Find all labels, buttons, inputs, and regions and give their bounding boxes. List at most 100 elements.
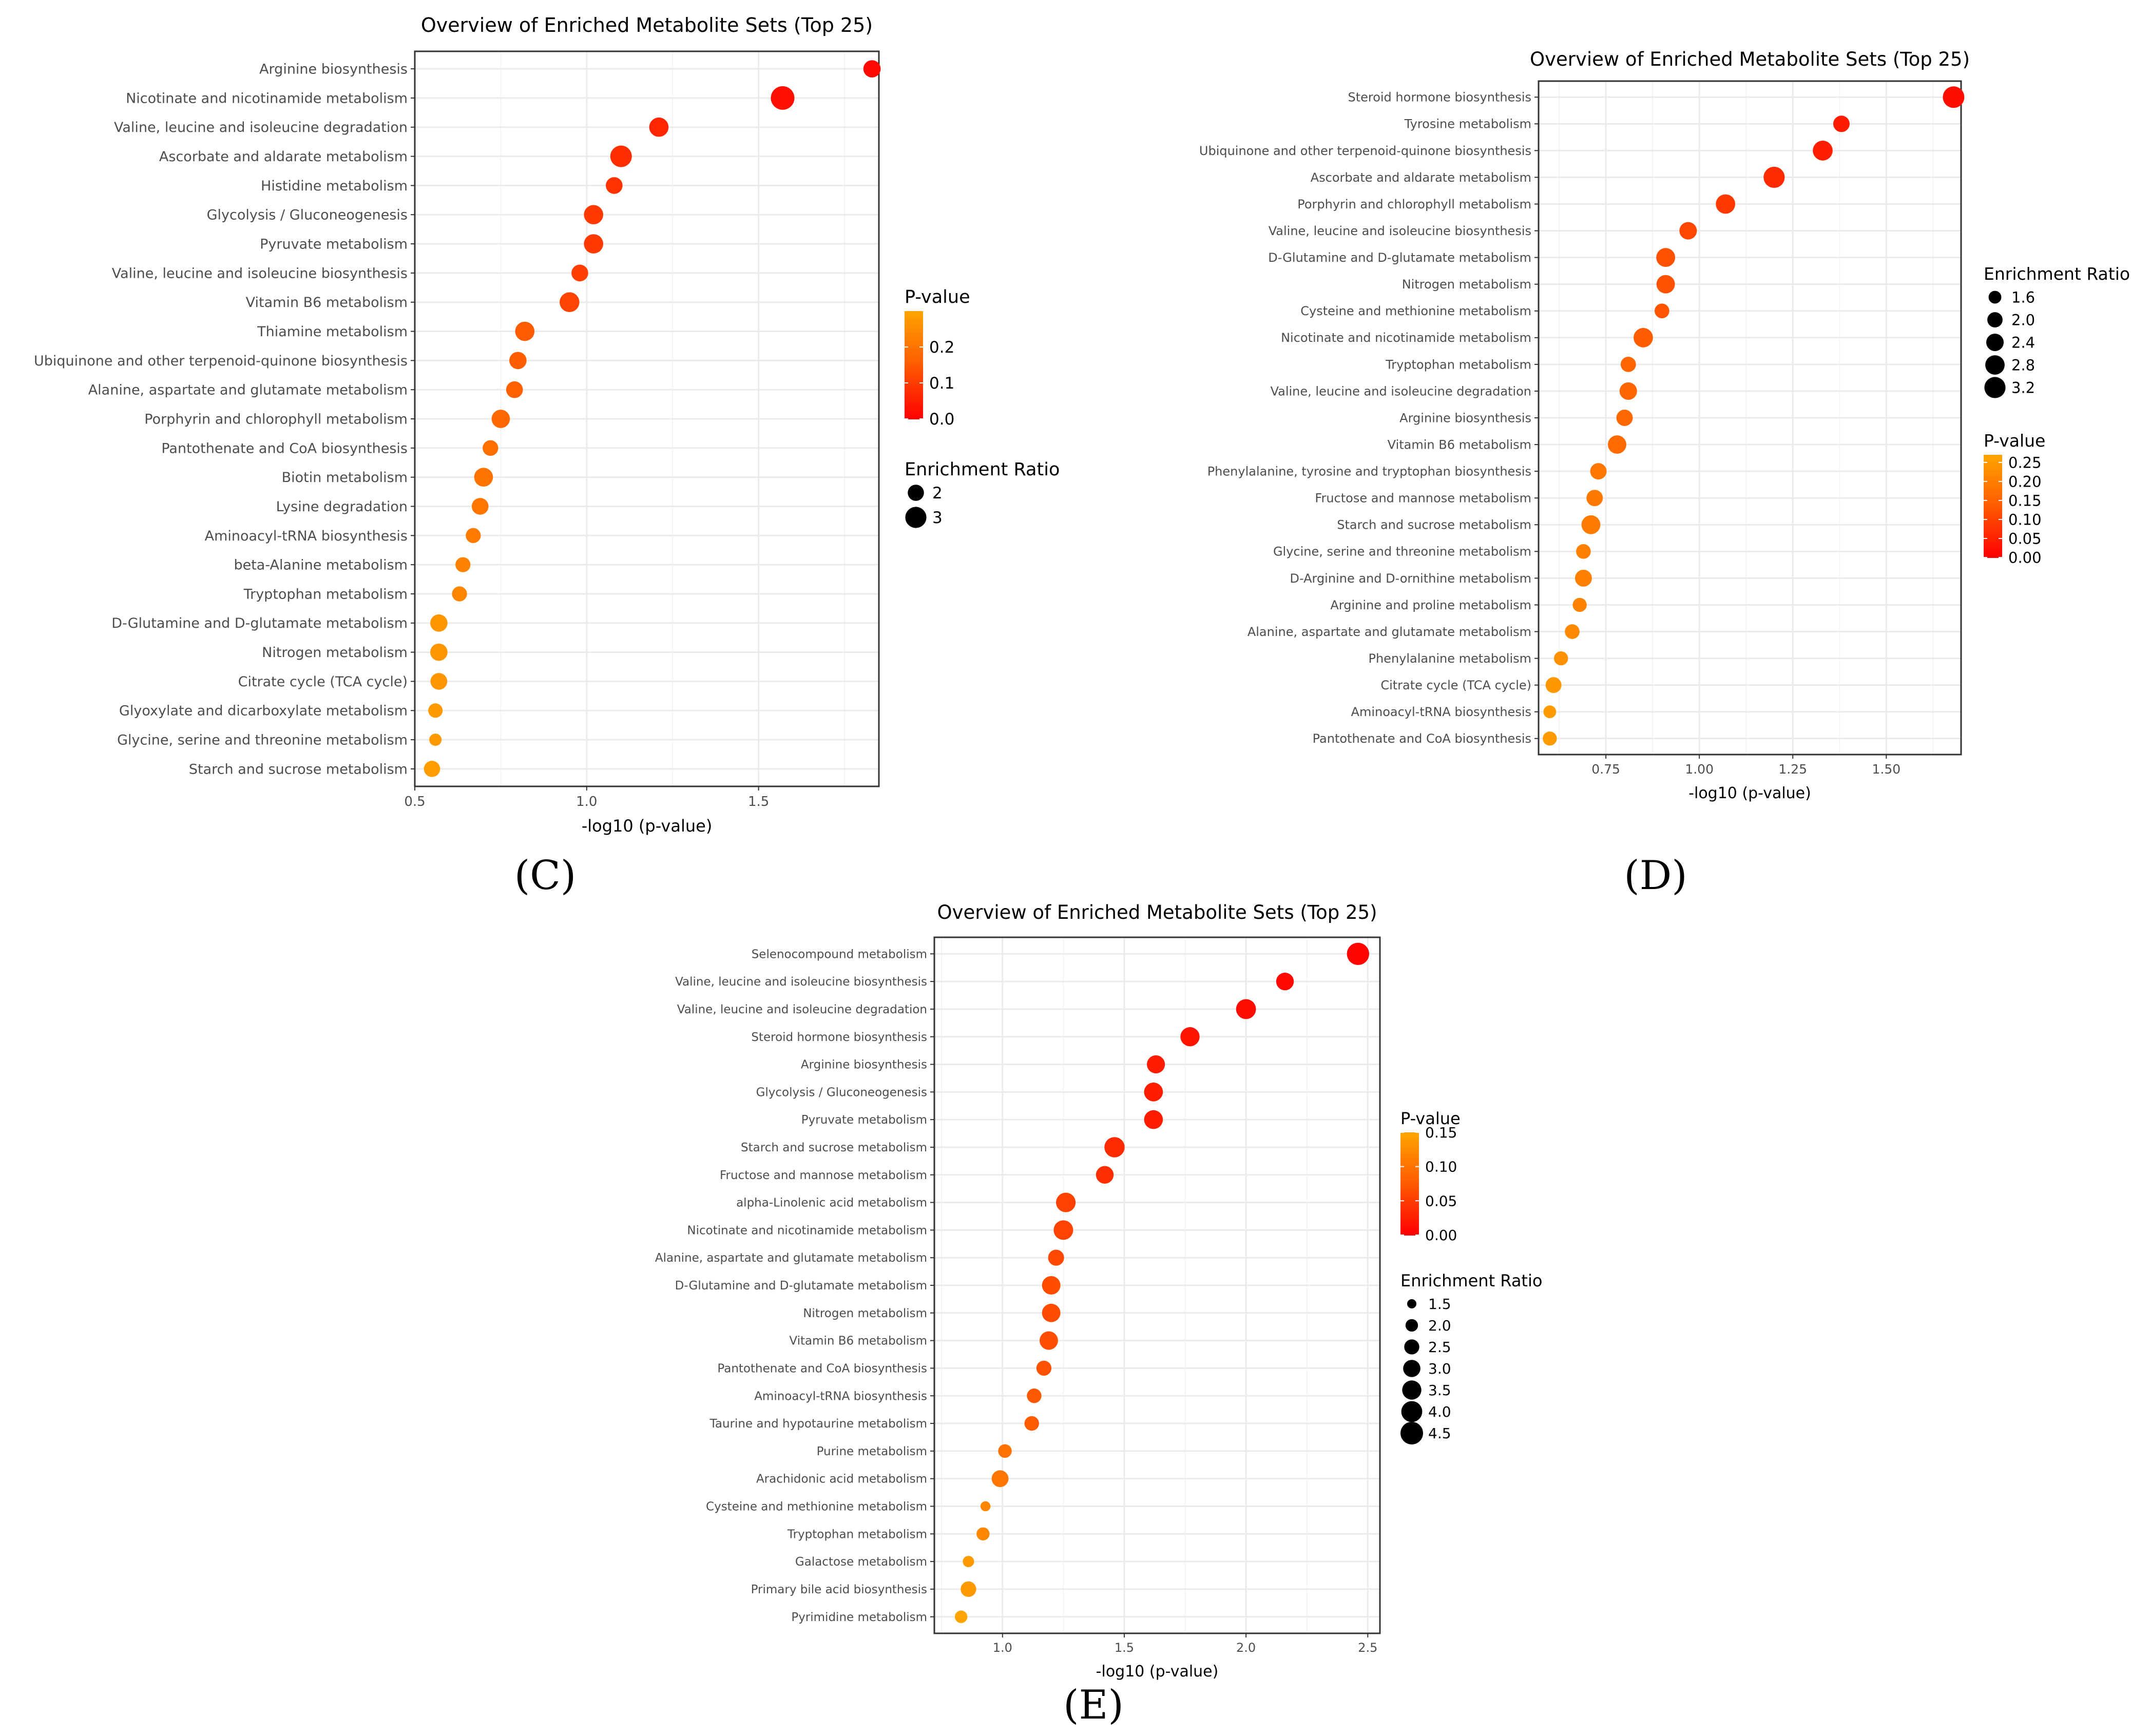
colorbar-segment bbox=[1984, 514, 2002, 517]
y-tick-label: Ubiquinone and other terpenoid-quinone b… bbox=[34, 353, 408, 369]
data-point bbox=[1144, 1110, 1163, 1129]
colorbar-label: 0.05 bbox=[2008, 530, 2042, 547]
colorbar-segment bbox=[1400, 1181, 1419, 1184]
data-point bbox=[1024, 1416, 1039, 1431]
colorbar-segment bbox=[1400, 1227, 1419, 1230]
colorbar-segment bbox=[1984, 468, 2002, 471]
colorbar-segment bbox=[1400, 1150, 1419, 1153]
x-tick-label: 0.75 bbox=[1591, 762, 1620, 777]
colorbar-segment bbox=[1400, 1163, 1419, 1166]
data-point bbox=[1943, 86, 1965, 108]
colorbar-segment bbox=[1400, 1194, 1419, 1197]
size-legend-label: 3 bbox=[932, 509, 943, 527]
data-point bbox=[1543, 731, 1557, 746]
data-point bbox=[1276, 972, 1294, 991]
y-tick-label: Vitamin B6 metabolism bbox=[1388, 437, 1531, 452]
colorbar-segment bbox=[1400, 1168, 1419, 1171]
y-tick-label: Tyrosine metabolism bbox=[1404, 117, 1531, 131]
colorbar-segment bbox=[905, 314, 923, 317]
colorbar-segment bbox=[1400, 1166, 1419, 1169]
y-tick-label: Nicotinate and nicotinamide metabolism bbox=[687, 1224, 927, 1237]
data-point bbox=[980, 1501, 991, 1512]
y-tick-label: Vitamin B6 metabolism bbox=[789, 1335, 927, 1348]
size-legend-title: Enrichment Ratio bbox=[905, 459, 1060, 480]
data-point bbox=[1565, 624, 1580, 639]
y-tick-label: Nicotinate and nicotinamide metabolism bbox=[126, 90, 408, 106]
size-legend-label: 2.0 bbox=[2011, 311, 2035, 329]
colorbar-segment bbox=[905, 383, 923, 387]
y-tick-label: Selenocompound metabolism bbox=[752, 948, 927, 961]
data-point bbox=[1616, 410, 1633, 426]
y-tick-label: Phenylalanine metabolism bbox=[1369, 651, 1532, 666]
colorbar-segment bbox=[1984, 555, 2002, 558]
colorbar-segment bbox=[1984, 462, 2002, 466]
colorbar-segment bbox=[1984, 516, 2002, 519]
size-legend-label: 2.5 bbox=[1428, 1339, 1451, 1356]
y-tick-label: Porphyrin and chlorophyll metabolism bbox=[144, 411, 408, 427]
y-tick-label: Porphyrin and chlorophyll metabolism bbox=[1297, 197, 1531, 211]
y-tick-label: Arginine and proline metabolism bbox=[1330, 598, 1531, 612]
data-point bbox=[606, 177, 623, 194]
colorbar-label: 0.00 bbox=[1425, 1227, 1457, 1244]
y-tick-label: Vitamin B6 metabolism bbox=[246, 295, 408, 311]
colorbar-segment bbox=[1984, 522, 2002, 525]
colorbar-segment bbox=[1984, 524, 2002, 527]
data-point bbox=[506, 381, 523, 398]
y-tick-label: Valine, leucine and isoleucine degradati… bbox=[114, 120, 408, 136]
colorbar-segment bbox=[905, 370, 923, 374]
colorbar-segment bbox=[1984, 511, 2002, 514]
size-legend-circle bbox=[1400, 1422, 1423, 1444]
y-tick-label: Pyruvate metabolism bbox=[260, 236, 408, 252]
data-point bbox=[1104, 1137, 1125, 1158]
data-point bbox=[1833, 115, 1850, 132]
colorbar-segment bbox=[1400, 1232, 1419, 1236]
y-tick-label: Primary bile acid biosynthesis bbox=[751, 1583, 927, 1596]
y-tick-label: D-Glutamine and D-glutamate metabolism bbox=[1268, 250, 1531, 265]
colorbar-segment bbox=[1400, 1158, 1419, 1161]
data-point bbox=[1042, 1303, 1061, 1322]
colorbar-segment bbox=[905, 376, 923, 379]
y-tick-label: Biotin metabolism bbox=[282, 470, 408, 486]
colorbar-segment bbox=[1984, 496, 2002, 499]
y-tick-label: Pyrimidine metabolism bbox=[791, 1611, 927, 1624]
y-tick-label: Lysine degradation bbox=[276, 499, 408, 515]
panel-letter: (C) bbox=[514, 853, 577, 899]
data-point bbox=[1347, 942, 1370, 965]
colorbar-segment bbox=[1984, 483, 2002, 486]
data-point bbox=[1553, 651, 1568, 666]
colorbar-segment bbox=[1984, 478, 2002, 481]
size-legend-label: 2.8 bbox=[2011, 356, 2035, 374]
data-point bbox=[610, 145, 632, 167]
data-point bbox=[1027, 1388, 1042, 1403]
colorbar-segment bbox=[1400, 1137, 1419, 1141]
x-tick-label: 1.50 bbox=[1872, 762, 1901, 777]
y-tick-label: Ascorbate and aldarate metabolism bbox=[159, 149, 408, 165]
colorbar-segment bbox=[1400, 1204, 1419, 1207]
colorbar-segment bbox=[905, 354, 923, 358]
colorbar-segment bbox=[905, 335, 923, 339]
data-point bbox=[509, 352, 527, 370]
size-legend-label: 3.0 bbox=[1428, 1360, 1451, 1377]
data-point bbox=[998, 1444, 1012, 1458]
data-point bbox=[584, 205, 604, 225]
colorbar-segment bbox=[1984, 470, 2002, 473]
data-point bbox=[955, 1610, 968, 1623]
data-point bbox=[1039, 1331, 1058, 1350]
y-tick-label: Steroid hormone biosynthesis bbox=[751, 1031, 927, 1044]
y-tick-label: D-Glutamine and D-glutamate metabolism bbox=[675, 1279, 927, 1293]
x-tick-label: 2.5 bbox=[1358, 1641, 1377, 1655]
data-point bbox=[1545, 677, 1562, 693]
y-tick-label: Valine, leucine and isoleucine degradati… bbox=[1271, 384, 1531, 398]
colorbar-segment bbox=[1984, 542, 2002, 545]
y-tick-label: Glycolysis / Gluconeogenesis bbox=[756, 1086, 927, 1099]
colorbar-label: 0.15 bbox=[2008, 492, 2042, 509]
size-legend-circle bbox=[1988, 291, 2002, 304]
colorbar-segment bbox=[1984, 498, 2002, 501]
colorbar-segment bbox=[1400, 1148, 1419, 1151]
colorbar-segment bbox=[1984, 504, 2002, 507]
x-tick-label: 1.5 bbox=[748, 794, 769, 809]
data-point bbox=[1655, 303, 1669, 319]
pvalue-legend-title: P-value bbox=[1400, 1109, 1461, 1128]
data-point bbox=[455, 557, 471, 572]
y-tick-label: Tryptophan metabolism bbox=[1385, 357, 1531, 372]
